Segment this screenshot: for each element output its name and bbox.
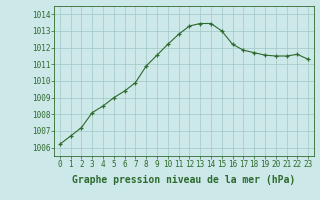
X-axis label: Graphe pression niveau de la mer (hPa): Graphe pression niveau de la mer (hPa) <box>72 175 296 185</box>
